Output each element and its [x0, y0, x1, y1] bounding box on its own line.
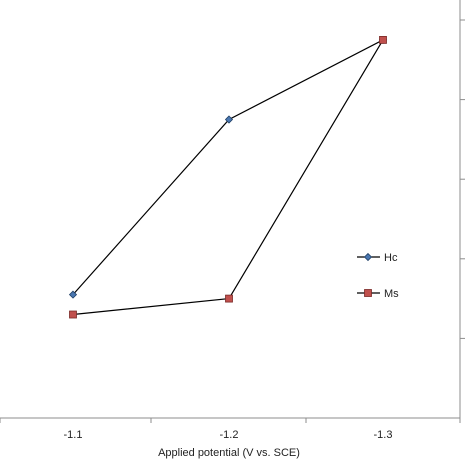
legend-marker-hc	[363, 252, 373, 262]
legend-label-ms: Ms	[384, 288, 399, 300]
legend-label-hc: Hc	[384, 252, 398, 264]
axes: -1.1 -1.2 -1.3	[0, 0, 465, 441]
point-hc	[224, 115, 234, 124]
series-line-hc	[72, 39, 384, 296]
point-ms	[379, 36, 387, 44]
point-ms	[225, 294, 233, 303]
legend: Hc Ms	[357, 252, 399, 300]
x-axis-title: Applied potential (V vs. SCE)	[158, 447, 300, 459]
point-hc	[68, 290, 78, 299]
x-tick-label: -1.2	[220, 429, 239, 441]
series-layer	[68, 35, 388, 319]
series-line-ms	[72, 39, 384, 316]
x-tick-label: -1.1	[64, 429, 83, 441]
legend-marker-ms	[364, 289, 372, 297]
point-ms	[69, 310, 77, 319]
x-tick-label: -1.3	[374, 429, 393, 441]
